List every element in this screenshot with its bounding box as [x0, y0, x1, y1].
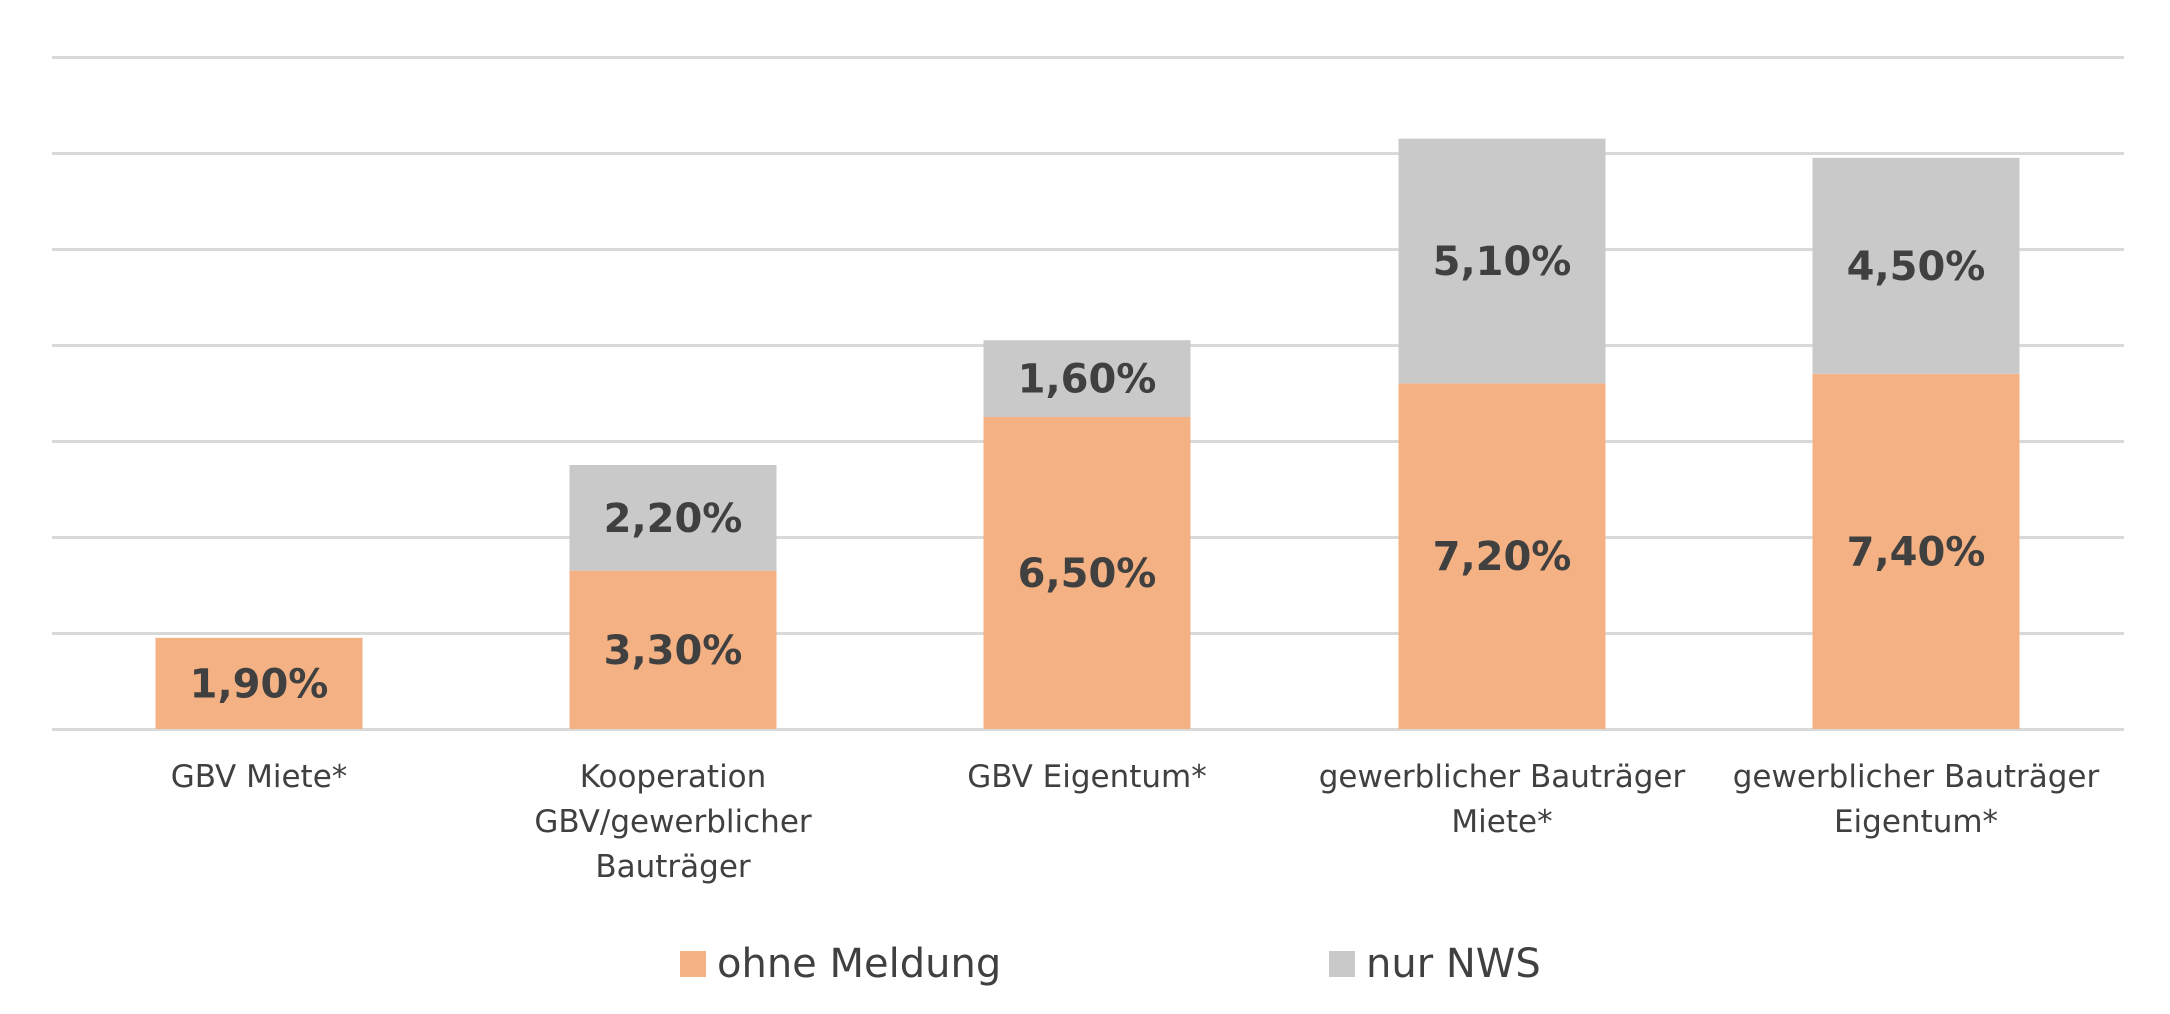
bar-segment-nur-nws: [569, 465, 777, 571]
bars: [155, 138, 2020, 729]
category-labels: GBV Miete* Kooperation GBV/gewerblicher Bau…: [171, 759, 2100, 885]
bar-segment-ohne-meldung: [983, 417, 1191, 729]
data-label: 6,50%: [1018, 551, 1157, 597]
data-label: 7,20%: [1433, 534, 1572, 580]
value-labels: 1,90% 3,30% 2,20% 6,50% 1,60% 7,20% 5,10% 7,40%…: [190, 239, 1986, 707]
data-label: 3,30%: [604, 628, 743, 674]
data-label: 1,60%: [1018, 357, 1157, 403]
legend: ohne Meldung nur NWS: [680, 941, 1541, 987]
data-label: 2,20%: [604, 496, 743, 542]
data-label: 7,40%: [1847, 529, 1986, 575]
category-label: gewerblicher Bauträger Miete*: [1319, 759, 1686, 840]
legend-swatch: [1329, 951, 1355, 977]
legend-label: nur NWS: [1366, 941, 1541, 987]
data-label: 1,90%: [190, 661, 329, 707]
data-label: 5,10%: [1433, 239, 1572, 285]
bar-segment-nur-nws: [1812, 157, 2020, 374]
legend-swatch: [680, 951, 706, 977]
category-label: Kooperation GBV/gewerblicher Bauträger: [534, 759, 812, 885]
category-label: GBV Miete*: [171, 759, 348, 795]
bar-segment-ohne-meldung: [155, 637, 363, 729]
category-label: gewerblicher Bauträger Eigentum*: [1733, 759, 2100, 840]
data-label: 4,50%: [1847, 244, 1986, 290]
category-label: GBV Eigentum*: [967, 759, 1207, 795]
legend-label: ohne Meldung: [717, 941, 1001, 987]
bar-segment-ohne-meldung: [1398, 383, 1606, 729]
bar-segment-nur-nws: [983, 340, 1191, 417]
bar-segment-ohne-meldung: [1812, 373, 2020, 729]
bar-segment-ohne-meldung: [569, 570, 777, 729]
bar-segment-nur-nws: [1398, 138, 1606, 384]
